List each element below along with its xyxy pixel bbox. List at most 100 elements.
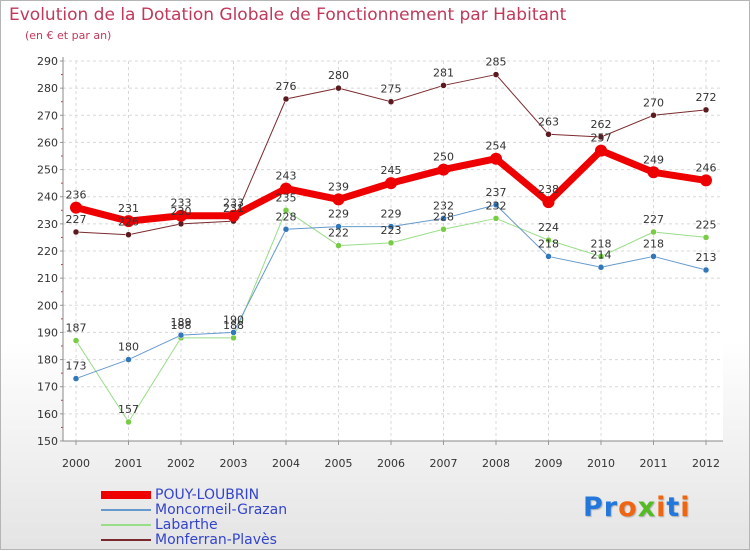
- x-tick-label: 2000: [62, 457, 90, 470]
- y-tick-label: 230: [37, 218, 58, 231]
- data-label-moncorneil-grazan: 218: [643, 237, 664, 250]
- data-label-labarthe: 224: [538, 221, 559, 234]
- data-label-pouy-loubrin: 231: [118, 202, 139, 215]
- data-point-moncorneil-grazan: [387, 223, 395, 230]
- data-label-monferran-plaves: 285: [486, 56, 507, 69]
- data-label-monferran-plaves: 281: [433, 66, 454, 79]
- data-point-moncorneil-grazan: [282, 226, 290, 233]
- data-label-monferran-plaves: 270: [643, 96, 664, 109]
- data-point-moncorneil-grazan: [597, 264, 605, 271]
- y-tick-label: 280: [37, 82, 58, 95]
- data-point-moncorneil-grazan: [335, 223, 342, 230]
- data-point-pouy-loubrin: [280, 182, 292, 195]
- data-point-labarthe: [125, 418, 132, 426]
- data-label-pouy-loubrin: 254: [486, 140, 507, 153]
- data-point-labarthe: [545, 236, 552, 244]
- x-tick-label: 2005: [325, 457, 353, 470]
- data-label-monferran-plaves: 272: [696, 91, 717, 104]
- data-label-moncorneil-grazan: 173: [66, 360, 87, 373]
- data-point-pouy-loubrin: [332, 193, 345, 206]
- data-label-pouy-loubrin: 239: [328, 180, 349, 193]
- data-point-monferran-plaves: [72, 228, 80, 236]
- data-label-monferran-plaves: 263: [538, 115, 559, 128]
- data-label-moncorneil-grazan: 189: [171, 316, 192, 329]
- data-point-labarthe: [335, 242, 342, 249]
- data-point-monferran-plaves: [650, 112, 657, 119]
- data-point-moncorneil-grazan: [72, 375, 80, 382]
- data-label-monferran-plaves: 231: [223, 202, 244, 215]
- data-point-monferran-plaves: [125, 231, 132, 238]
- data-point-pouy-loubrin: [437, 163, 450, 176]
- data-point-labarthe: [72, 337, 80, 344]
- data-label-labarthe: 228: [433, 210, 454, 223]
- x-tick-label: 2001: [115, 457, 143, 470]
- data-point-pouy-loubrin: [227, 209, 240, 222]
- y-tick-label: 160: [37, 408, 58, 421]
- y-tick-label: 180: [37, 354, 58, 367]
- data-label-labarthe: 223: [381, 224, 402, 237]
- y-tick-label: 270: [37, 109, 58, 122]
- data-point-moncorneil-grazan: [440, 215, 447, 222]
- x-tick-label: 2003: [220, 457, 248, 470]
- data-point-monferran-plaves: [282, 95, 290, 103]
- y-tick-label: 200: [37, 299, 58, 312]
- data-label-monferran-plaves: 227: [66, 213, 87, 226]
- data-point-pouy-loubrin: [175, 209, 187, 222]
- y-tick-label: 290: [37, 55, 58, 68]
- data-label-monferran-plaves: 275: [381, 83, 402, 96]
- x-tick-label: 2011: [640, 457, 668, 470]
- data-label-pouy-loubrin: 250: [433, 151, 454, 164]
- data-label-moncorneil-grazan: 228: [276, 210, 297, 223]
- data-point-labarthe: [597, 253, 605, 260]
- data-point-labarthe: [492, 215, 500, 222]
- x-tick-label: 2010: [587, 457, 615, 470]
- legend-swatch-monferran-plaves: [101, 539, 151, 541]
- data-point-moncorneil-grazan: [492, 201, 500, 209]
- data-point-monferran-plaves: [545, 131, 552, 138]
- data-point-labarthe: [650, 228, 657, 236]
- data-label-labarthe: 187: [66, 322, 87, 335]
- data-label-pouy-loubrin: 238: [538, 183, 559, 196]
- legend-swatch-moncorneil-grazan: [101, 509, 151, 511]
- data-point-pouy-loubrin: [700, 174, 712, 187]
- x-tick-label: 2009: [535, 457, 563, 470]
- data-label-labarthe: 227: [643, 213, 664, 226]
- data-label-pouy-loubrin: 257: [591, 132, 612, 145]
- data-label-labarthe: 157: [118, 403, 139, 416]
- data-point-labarthe: [440, 226, 447, 233]
- data-label-pouy-loubrin: 243: [276, 170, 297, 183]
- y-tick-label: 220: [37, 245, 58, 258]
- data-point-monferran-plaves: [440, 82, 447, 89]
- data-label-monferran-plaves: 280: [328, 69, 349, 82]
- x-tick-label: 2002: [167, 457, 195, 470]
- y-tick-label: 170: [37, 381, 58, 394]
- data-point-pouy-loubrin: [122, 215, 135, 228]
- data-point-monferran-plaves: [387, 98, 395, 105]
- data-label-labarthe: 222: [328, 227, 349, 240]
- data-label-moncorneil-grazan: 229: [381, 208, 402, 221]
- legend-swatch-labarthe: [101, 524, 151, 526]
- data-point-monferran-plaves: [335, 84, 342, 92]
- data-label-pouy-loubrin: 236: [66, 189, 87, 202]
- x-tick-label: 2012: [692, 457, 720, 470]
- data-label-monferran-plaves: 276: [276, 80, 297, 93]
- data-label-monferran-plaves: 262: [591, 118, 612, 131]
- data-point-labarthe: [282, 207, 290, 214]
- data-label-monferran-plaves: 226: [118, 216, 139, 229]
- x-tick-label: 2004: [272, 457, 300, 470]
- data-label-pouy-loubrin: 245: [381, 164, 402, 177]
- data-point-moncorneil-grazan: [230, 329, 237, 336]
- data-point-labarthe: [387, 239, 395, 247]
- data-label-pouy-loubrin: 233: [171, 197, 192, 210]
- data-point-pouy-loubrin: [542, 196, 555, 209]
- chart-title: Evolution de la Dotation Globale de Fonc…: [9, 5, 567, 25]
- data-point-moncorneil-grazan: [545, 253, 552, 260]
- data-point-pouy-loubrin: [70, 201, 82, 214]
- data-label-moncorneil-grazan: 237: [486, 186, 507, 199]
- data-point-moncorneil-grazan: [125, 356, 132, 363]
- data-label-labarthe: 232: [486, 199, 507, 212]
- data-point-monferran-plaves: [702, 106, 710, 114]
- data-label-moncorneil-grazan: 180: [118, 341, 139, 354]
